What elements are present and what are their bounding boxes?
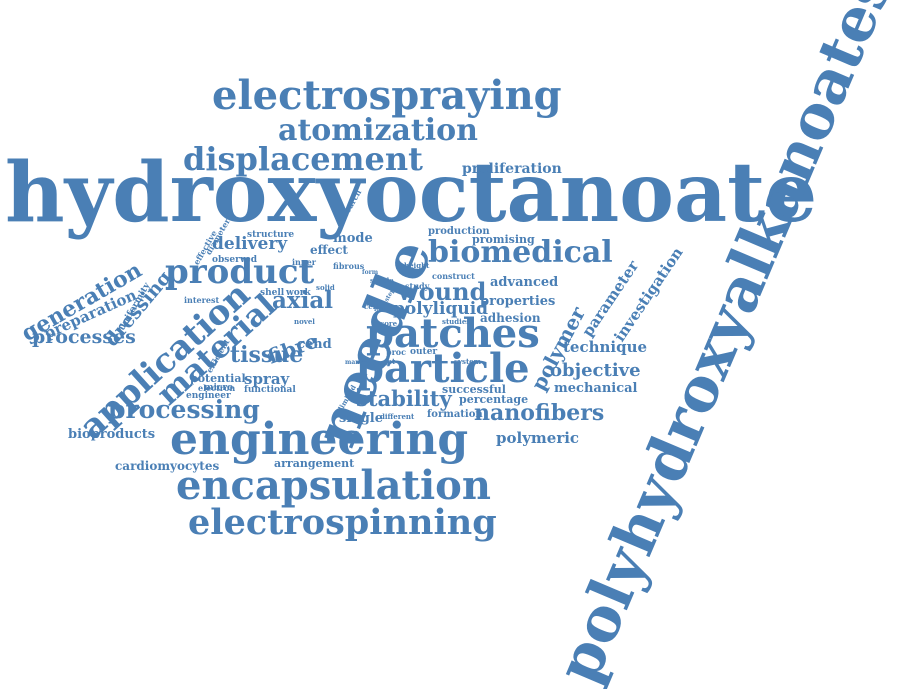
word-interest: interest xyxy=(184,295,220,305)
word-studies: studies xyxy=(442,317,471,326)
word-work: work xyxy=(286,288,311,298)
word-percentage: percentage xyxy=(459,393,529,406)
word-proliferation: proliferation xyxy=(462,161,562,177)
word-core: core xyxy=(380,319,398,328)
word-nanofibers: nanofibers xyxy=(474,400,605,426)
word-single: single xyxy=(339,411,384,426)
word-spray: spray xyxy=(244,370,290,388)
word-solid: solid xyxy=(316,283,335,292)
word-engineering: engineering xyxy=(170,414,469,465)
word-particle: particle xyxy=(356,345,530,392)
word-successful: successful xyxy=(442,383,506,396)
word-adhesion: adhesion xyxy=(480,311,541,325)
word-displacement: displacement xyxy=(183,140,423,178)
word-construct: construct xyxy=(432,271,475,281)
word-atomization: atomization xyxy=(278,113,478,148)
word-study: study xyxy=(405,281,430,291)
word-polyliquid: polyliquid xyxy=(393,299,489,319)
word-advanced: advanced xyxy=(490,275,559,290)
word-technique: technique xyxy=(563,338,648,356)
word-many: many xyxy=(345,359,364,366)
word-mode: mode xyxy=(333,231,373,246)
word-proc: proc xyxy=(386,347,407,357)
word-outer: outer xyxy=(410,347,438,357)
word-wound: wound xyxy=(398,277,487,306)
word-height: height xyxy=(404,261,430,270)
word-properties: properties xyxy=(480,294,556,309)
word-processing: processing xyxy=(108,395,260,424)
word-system: system xyxy=(454,357,482,366)
word-mechanical: mechanical xyxy=(554,381,638,396)
word-functional: functional xyxy=(244,385,296,395)
word-production: production xyxy=(428,226,490,237)
word-cardiomyocytes: cardiomyocytes xyxy=(115,459,220,473)
word-structure: structure xyxy=(247,230,295,240)
word-stable: stable xyxy=(370,276,394,285)
word-engineer: engineer xyxy=(186,391,231,401)
word-product: product xyxy=(165,252,315,292)
word-inner: inner xyxy=(292,257,316,267)
word-shell: shell xyxy=(260,288,285,298)
word-jet: jet xyxy=(385,357,396,366)
word-stability: stability xyxy=(356,386,452,411)
word-low: low xyxy=(374,306,386,313)
word-form: form xyxy=(362,269,379,276)
word-effect: effect xyxy=(310,243,348,257)
word-bioproducts: bioproducts xyxy=(68,427,156,442)
word-cehd: cehd xyxy=(297,337,332,352)
word-objective: objective xyxy=(550,360,641,381)
word-observed: observed xyxy=(212,255,258,265)
word-novel: novel xyxy=(294,317,315,326)
word-hydroxyoctanoate: hydroxyoctanoate xyxy=(5,145,818,241)
word-micro: micro xyxy=(204,383,234,393)
word-promising: promising xyxy=(472,233,535,246)
word-encapsulation: encapsulation xyxy=(176,462,491,509)
word-processes: processes xyxy=(32,326,136,348)
word-formation: formation xyxy=(427,409,483,420)
word-cell: cell xyxy=(364,302,379,311)
word-axial: axial xyxy=(272,287,333,314)
word-patches: patches xyxy=(366,310,540,357)
word-different: different xyxy=(380,412,415,421)
word-arrangement: arrangement xyxy=(274,457,355,470)
word-electrospraying: electrospraying xyxy=(212,72,562,119)
word-polymeric: polymeric xyxy=(496,429,580,447)
word-delivery: delivery xyxy=(212,234,288,254)
word-potential: potential xyxy=(190,372,246,385)
word-electron: electron xyxy=(198,383,236,393)
word-electrospinning: electrospinning xyxy=(188,502,497,543)
word-biomedical: biomedical xyxy=(428,235,613,270)
word-fibrous: fibrous xyxy=(333,261,365,271)
word-tissue: tissue xyxy=(230,342,304,368)
